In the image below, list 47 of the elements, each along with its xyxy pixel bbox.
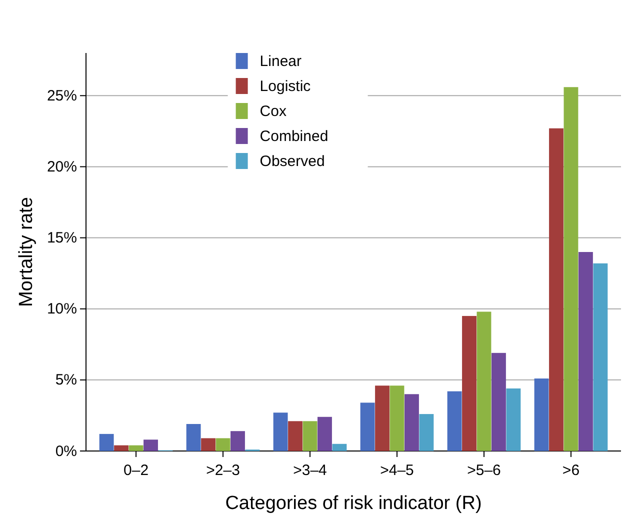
y-tick-label: 25%	[46, 87, 77, 104]
y-tick-label: 15%	[46, 230, 77, 247]
legend-label: Cox	[260, 103, 287, 120]
bar	[114, 445, 129, 451]
bar	[419, 414, 434, 451]
bar	[593, 263, 608, 451]
y-tick-label: 20%	[46, 158, 77, 176]
bar	[273, 412, 288, 451]
x-tick-label: >2–3	[206, 462, 240, 479]
bar	[288, 421, 302, 451]
x-tick-label: >3–4	[293, 462, 327, 479]
x-tick-label: >5–6	[467, 462, 501, 479]
legend-label: Combined	[260, 128, 328, 145]
y-tick-label: 10%	[46, 300, 77, 318]
bar	[332, 444, 347, 451]
y-axis-title: Mortality rate	[16, 197, 37, 307]
bar	[318, 416, 332, 451]
legend-label: Logistic	[260, 78, 312, 95]
bar	[144, 440, 158, 451]
bar	[360, 402, 375, 451]
bar	[230, 431, 245, 451]
x-tick-label: 0–2	[124, 462, 149, 479]
bar	[302, 421, 318, 451]
x-tick-label: >6	[562, 462, 580, 479]
bar	[216, 438, 230, 451]
bar	[99, 434, 114, 451]
bar	[447, 391, 462, 451]
bar	[476, 312, 492, 451]
bar	[492, 352, 506, 451]
bar	[186, 424, 201, 451]
bar	[128, 445, 144, 451]
bar	[404, 394, 419, 451]
legend-label: Linear	[260, 53, 302, 70]
y-tick-label: 0%	[55, 442, 77, 460]
y-tick-label: 5%	[55, 372, 77, 389]
bar	[390, 386, 404, 451]
x-tick-label: >4–5	[380, 462, 414, 479]
bar	[549, 128, 564, 451]
bar	[462, 316, 476, 451]
bar	[201, 438, 216, 451]
x-axis-title: Categories of risk indicator (R)	[225, 493, 482, 514]
bar	[375, 386, 390, 451]
bar	[534, 378, 549, 451]
bar	[506, 388, 521, 451]
bar	[564, 87, 578, 451]
bar	[578, 252, 593, 451]
legend-label: Observed	[260, 153, 325, 170]
